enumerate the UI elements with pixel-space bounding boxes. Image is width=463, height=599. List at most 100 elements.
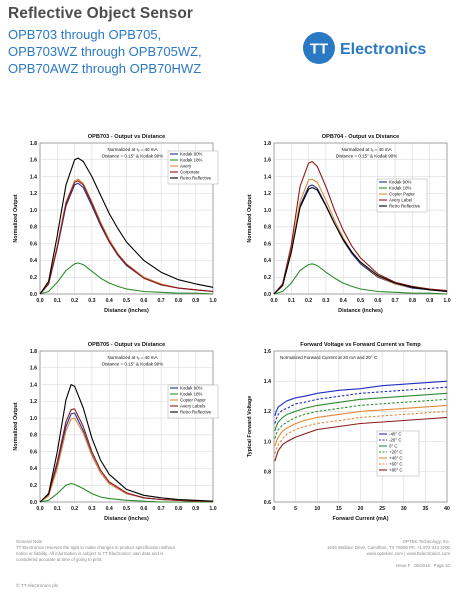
logo-graphic: TT Electronics [303,32,426,64]
x-axis-label: Distance (inches) [104,308,149,314]
x-tick-label: 0.2 [71,506,78,512]
company-info: OPTEK Technology, Inc. 1645 Wallace Driv… [270,539,450,569]
note-line: notice or liability. All information is … [16,551,164,556]
y-tick-label: 1.0 [264,439,271,445]
subtitle-line-1: OPB703 through OPB705, [8,27,162,42]
note-line: considered accurate at time of going to … [16,557,103,562]
x-tick-label: 0.1 [54,298,61,304]
legend-label: Copier Paper [180,398,206,403]
chart-svg: 0 5 10 15 20 25 30 35 40 0.6 0.8 1.0 1.2 1.4 1.6 Forwar… [247,342,450,522]
page-number: Page 10 [433,563,450,568]
x-tick-label: 0.3 [88,298,95,304]
y-tick-label: 1.8 [264,141,271,147]
x-tick-label: 0.6 [140,506,147,512]
x-tick-label: 0.1 [54,506,61,512]
annotation: Distance = 0.15" & Kodak 90% [336,154,398,159]
x-tick-label: 0.6 [374,298,381,304]
series-line [39,262,214,295]
chart-title: OPB703 - Output vs Distance [88,134,165,140]
x-tick-label: 20 [358,506,364,512]
series-line [274,416,448,462]
legend-label: Kodak 90% [180,386,203,391]
annotation: Normalized at Iₔ = 40 mA [107,147,157,152]
y-tick-label: 0.8 [264,470,271,476]
copyright: © TT electronics plc [16,584,59,589]
chart-svg: 0.0 0.1 0.2 0.3 0.4 0.5 0.6 0.7 0.8 0.9 1.0 0.0 0.2 0… [247,134,451,314]
x-tick-label: 0.8 [175,298,182,304]
y-tick-label: 1.8 [30,141,37,147]
y-tick-label: 1.6 [264,158,271,164]
chart-opb704: 0.0 0.1 0.2 0.3 0.4 0.5 0.6 0.7 0.8 0.9 1.0 0.0 0.2 0… [242,127,454,317]
legend-label: +80° C [389,468,403,473]
chart-title: OPB705 - Output vs Distance [88,342,165,348]
y-axis-label: Normalized Output [13,194,19,242]
y-tick-label: 1.0 [30,416,37,422]
x-tick-label: 0.2 [305,298,312,304]
chart-title: Forward Voltage vs Forward Current vs Te… [300,342,421,348]
legend-label: Retro Reflective [389,204,421,209]
x-tick-label: 0.3 [88,506,95,512]
x-tick-label: 1.0 [209,298,216,304]
y-tick-label: 1.4 [264,379,271,385]
series-line [274,410,448,454]
x-tick-label: 0.0 [36,506,43,512]
y-tick-label: 0.2 [264,275,271,281]
x-tick-label: 15 [336,506,342,512]
legend-label: Kodak 90% [180,152,203,157]
series-line [39,408,213,503]
x-tick-label: 0.5 [123,506,130,512]
x-tick-label: 0.9 [192,298,199,304]
x-axis-label: Forward Current (mA) [332,516,388,522]
y-tick-label: 1.2 [30,399,37,405]
x-tick-label: 0.1 [288,298,295,304]
y-tick-label: 0.6 [264,241,271,247]
logo-text: Electronics [340,41,426,58]
issue-label: Issue F [396,563,411,568]
legend-label: Retro Reflective [180,176,212,181]
y-tick-label: 1.6 [264,349,271,355]
y-tick-label: 1.4 [264,174,271,180]
company-web: www.optekinc.com | www.ttelectronics.com [366,551,450,556]
x-tick-label: 40 [444,506,450,512]
x-tick-label: 0.8 [175,506,182,512]
annotation: Normalized at Iₔ = 40 mA [107,355,157,360]
annotation: Distance = 0.15" & Kodak 90% [102,154,164,159]
legend-label: -20° C [389,438,402,443]
legend-label: Kodak 18% [180,158,203,163]
y-tick-label: 1.0 [264,208,271,214]
legend-label: Kodak 18% [389,186,412,191]
annotation: Normalized Forward Current at 20 mA and … [280,355,378,360]
tt-electronics-logo: TT Electronics [302,31,452,65]
page-title: Reflective Object Sensor [8,5,194,22]
x-tick-label: 0.8 [409,298,416,304]
legend-label: Corporate [180,170,200,175]
y-tick-label: 0.0 [30,500,37,506]
series-line [273,263,448,295]
x-axis-label: Distance (inches) [338,308,383,314]
legend-label: Copier Paper [389,192,415,197]
y-tick-label: 0.8 [30,225,37,231]
x-tick-label: 5 [294,506,297,512]
y-axis-label: Normalized Output [13,402,19,450]
chart-opb703: 0.0 0.1 0.2 0.3 0.4 0.5 0.6 0.7 0.8 0.9 1.0 0.0 0.2 0… [8,127,220,317]
x-tick-label: 0.5 [357,298,364,304]
legend-label: 0° C [389,444,398,449]
series-line [39,157,214,295]
y-tick-label: 1.4 [30,382,37,388]
legend-label: Retro Reflective [180,410,212,415]
x-tick-label: 0.9 [426,298,433,304]
x-tick-label: 0.3 [322,298,329,304]
x-tick-label: 0.4 [106,298,113,304]
subtitle-line-2: OPB703WZ through OPB705WZ, [8,44,202,59]
x-tick-label: 1.0 [209,506,216,512]
x-tick-label: 0 [273,506,276,512]
general-note: General Note TT Electronics reserves the… [16,539,231,563]
series-line [274,386,448,424]
y-tick-label: 0.4 [30,466,37,472]
chart-title: OPB704 - Output vs Distance [322,134,399,140]
legend-label: Kodak 90% [389,180,412,185]
series-line [273,186,448,295]
x-tick-label: 30 [401,506,407,512]
series-line [274,392,448,432]
legend-label: +40° C [389,456,403,461]
